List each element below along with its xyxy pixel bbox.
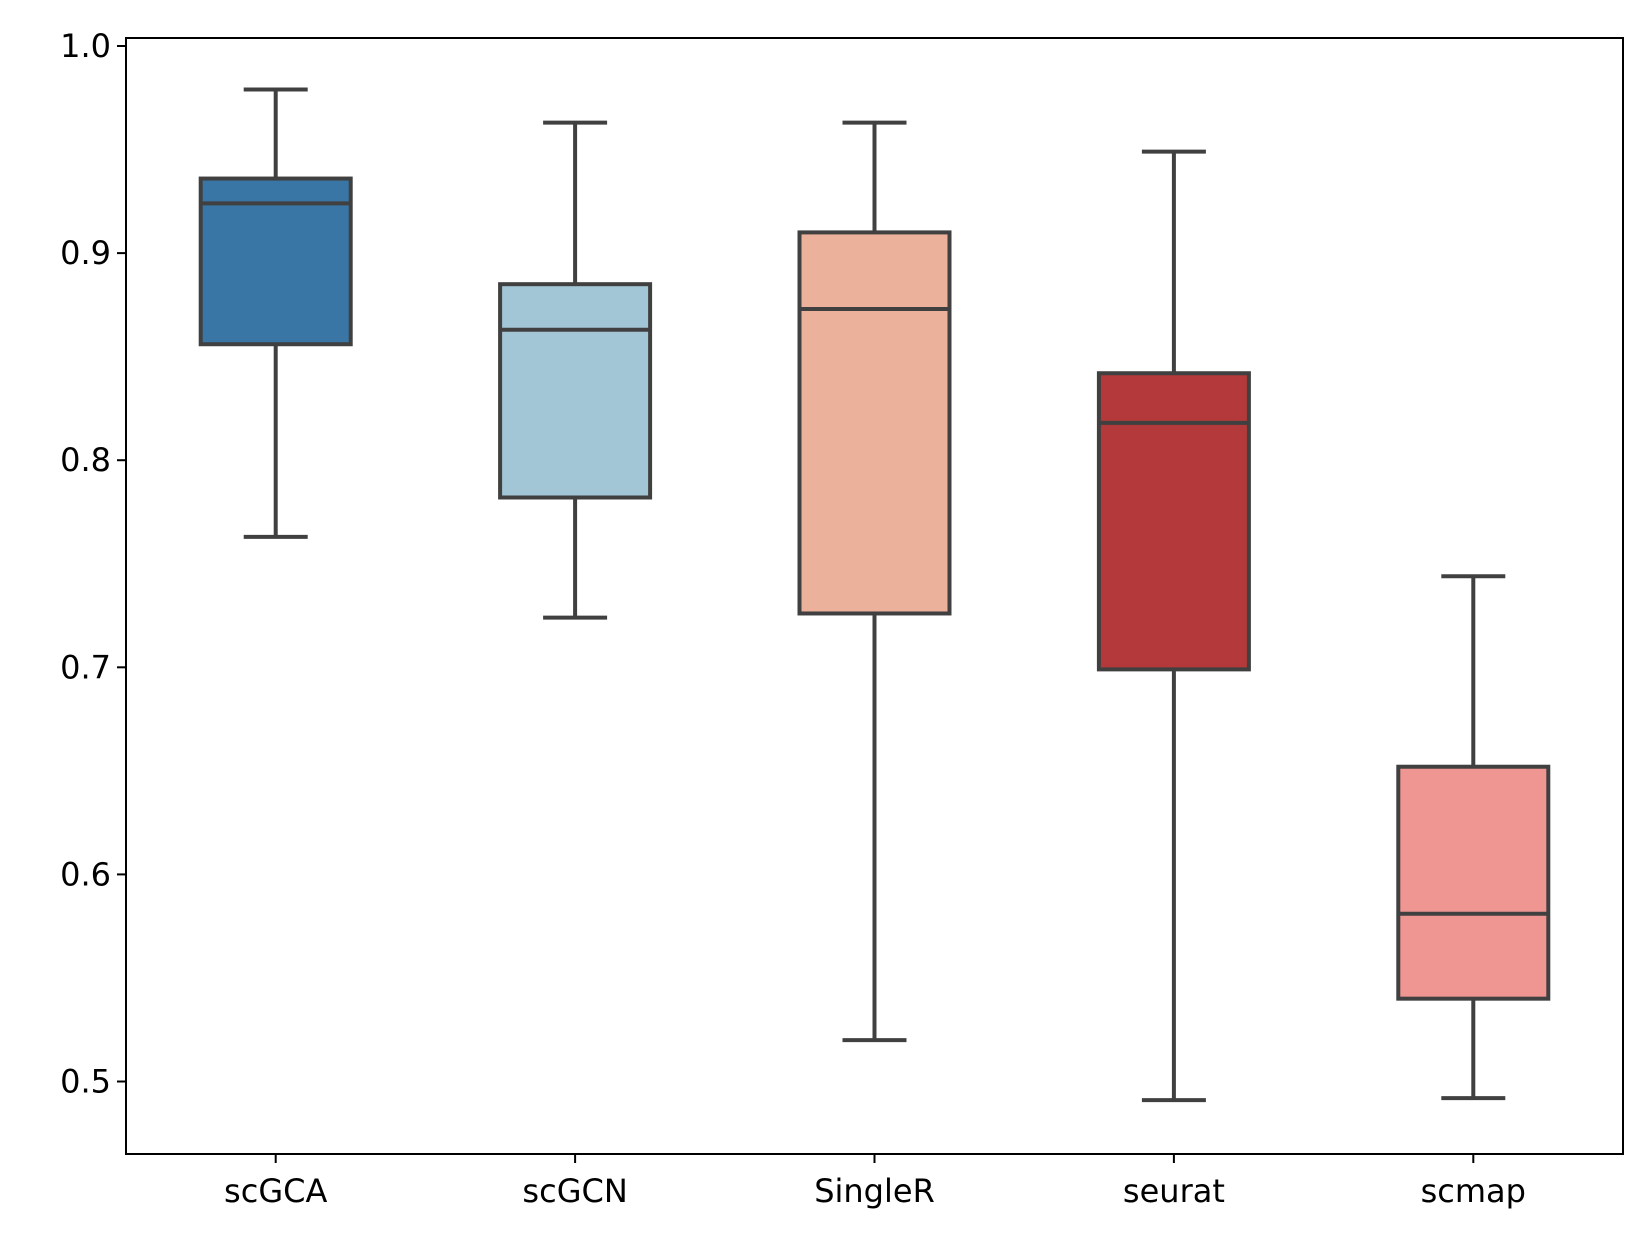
y-tick-label: 0.5 (60, 1063, 111, 1101)
y-tick-label: 1.0 (60, 27, 111, 65)
box-group-scgcn (498, 120, 653, 620)
y-tick-label: 0.7 (60, 648, 111, 686)
y-tick-label: 0.8 (60, 441, 111, 479)
box-iqr (1396, 764, 1551, 1001)
box-iqr (198, 176, 353, 347)
box-group-scmap (1396, 574, 1551, 1101)
x-axis: scGCA scGCN SingleR seurat scmap (224, 1154, 1526, 1210)
box-group-singler (797, 120, 952, 1043)
box-iqr (797, 230, 952, 616)
x-tick-label: seurat (1123, 1172, 1225, 1210)
box-group-seurat (1096, 149, 1251, 1103)
y-axis: 0.5 0.6 0.7 0.8 0.9 1.0 (60, 27, 126, 1101)
box-iqr (498, 282, 653, 500)
y-tick-label: 0.6 (60, 855, 111, 893)
box-iqr (1096, 371, 1251, 672)
x-tick-label: scGCA (224, 1172, 327, 1210)
chart-marks (198, 87, 1551, 1103)
x-tick-label: SingleR (814, 1172, 935, 1210)
x-tick-label: scmap (1421, 1172, 1526, 1210)
x-tick-label: scGCN (522, 1172, 627, 1210)
y-tick-label: 0.9 (60, 234, 111, 272)
box-group-scgca (198, 87, 353, 539)
